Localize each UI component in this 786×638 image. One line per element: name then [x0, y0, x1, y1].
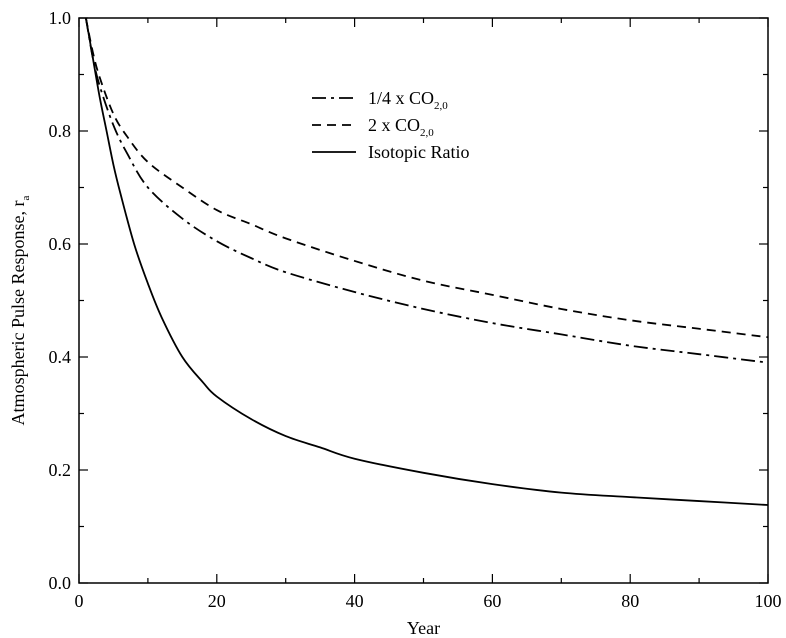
x-tick-label: 40: [346, 591, 364, 611]
legend: 1/4 x CO2,0 2 x CO2,0 Isotopic Ratio: [312, 88, 470, 162]
y-tick-label: 0.0: [49, 573, 72, 593]
y-tick-label: 0.8: [49, 121, 72, 141]
series-lines: [85, 17, 769, 506]
series-line-1: [85, 17, 769, 364]
y-tick-label: 0.4: [49, 347, 72, 367]
y-tick-label: 0.6: [49, 234, 72, 254]
x-tick-label: 60: [483, 591, 501, 611]
x-tick-label: 0: [75, 591, 84, 611]
x-tick-label: 20: [208, 591, 226, 611]
x-axis-label: Year: [407, 618, 440, 638]
series-line-3: [85, 17, 769, 506]
series-line-2: [85, 17, 769, 339]
x-tick-label: 100: [755, 591, 782, 611]
legend-entry-1: 1/4 x CO2,0: [368, 88, 448, 112]
axis-labels: Year Atmospheric Pulse Response, ra: [8, 195, 440, 638]
y-tick-label: 1.0: [49, 8, 72, 28]
y-tick-label: 0.2: [49, 460, 72, 480]
axis-ticks: 0 20 40 60 80 100 0.0 0.2 0.4 0.6 0.8 1.0: [49, 8, 782, 611]
legend-entry-2: 2 x CO2,0: [368, 115, 434, 139]
y-axis-label: Atmospheric Pulse Response, ra: [8, 195, 32, 425]
legend-entry-3: Isotopic Ratio: [368, 142, 470, 162]
x-tick-label: 80: [621, 591, 639, 611]
